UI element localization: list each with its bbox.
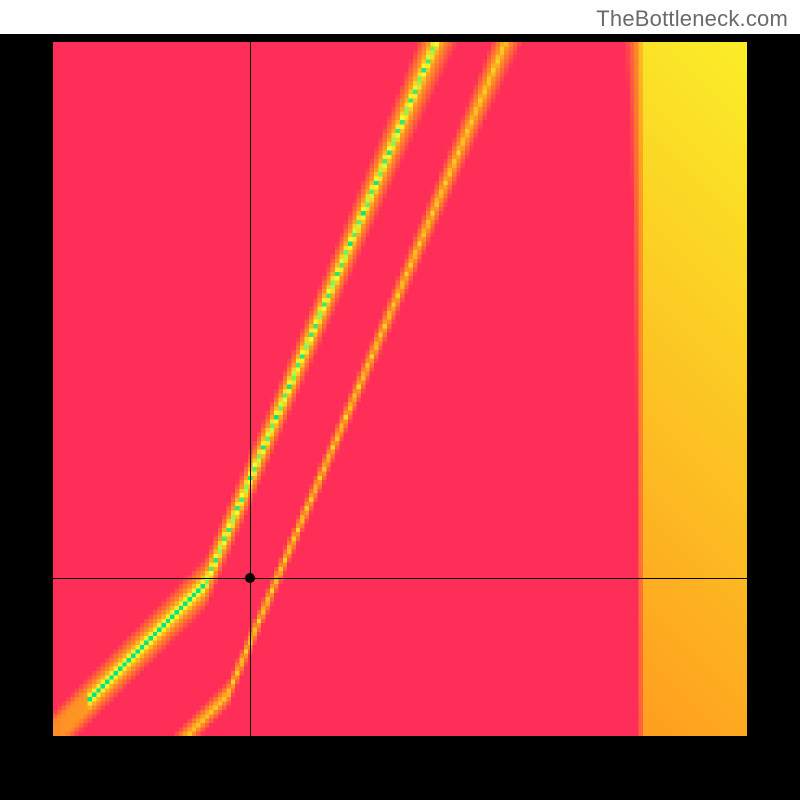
heatmap-canvas — [53, 42, 747, 736]
heatmap-plot — [53, 42, 747, 736]
crosshair-horizontal — [53, 578, 747, 579]
crosshair-vertical — [250, 42, 251, 736]
chart-frame — [0, 34, 800, 800]
marker-dot — [245, 573, 255, 583]
watermark: TheBottleneck.com — [596, 6, 788, 32]
